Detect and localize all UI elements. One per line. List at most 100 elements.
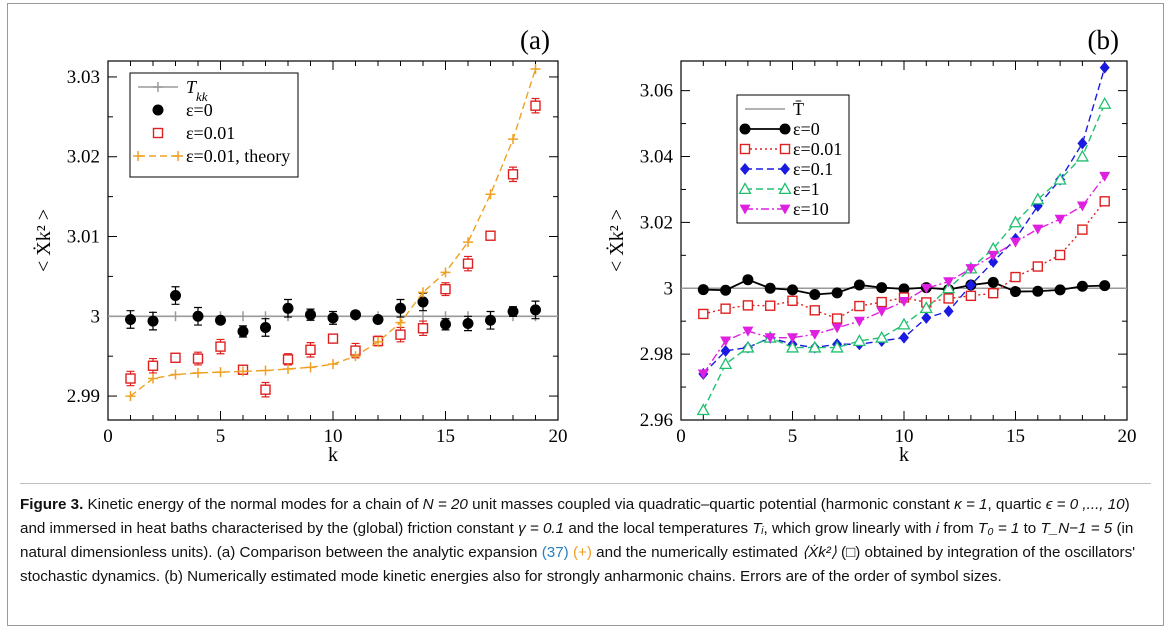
data-point xyxy=(898,283,910,295)
legend-marker xyxy=(153,82,163,92)
y-tick-label: 3.02 xyxy=(640,212,673,233)
data-point xyxy=(987,276,999,288)
y-tick-label: 2.96 xyxy=(640,410,673,431)
data-point xyxy=(1032,224,1044,235)
data-point xyxy=(742,300,754,311)
data-point xyxy=(530,100,541,111)
legend-entry: T̄ xyxy=(745,99,804,119)
data-point xyxy=(485,230,496,241)
data-point xyxy=(919,301,933,314)
data-point xyxy=(305,309,316,321)
data-point xyxy=(720,303,731,314)
data-point xyxy=(327,312,339,324)
data-point xyxy=(1010,286,1021,298)
legend-label: ε=0.01, theory xyxy=(186,146,290,166)
legend-label: ε=0 xyxy=(793,119,820,139)
legend-entry: ε=0.01 xyxy=(739,139,842,159)
legend-marker xyxy=(152,104,164,116)
data-point xyxy=(943,305,954,318)
data-point xyxy=(282,354,294,365)
x-axis-label: k xyxy=(899,444,909,466)
data-point xyxy=(215,367,226,378)
legend-marker xyxy=(779,143,791,155)
y-tick-label: 3 xyxy=(664,278,674,299)
data-point xyxy=(260,365,271,376)
data-point xyxy=(193,367,203,378)
data-point xyxy=(988,287,999,299)
data-point xyxy=(809,305,821,316)
x-tick-label: 10 xyxy=(324,426,343,447)
data-point xyxy=(876,296,887,308)
legend-entry: ε=10 xyxy=(739,199,829,219)
data-point xyxy=(350,309,361,321)
data-point xyxy=(328,359,338,370)
data-point xyxy=(215,314,226,326)
legend-label: ε=0.01 xyxy=(186,123,235,143)
legend-marker xyxy=(739,143,751,155)
legend-label: ε=0 xyxy=(186,100,213,120)
legend-marker xyxy=(778,182,792,195)
data-point xyxy=(787,295,798,306)
data-point xyxy=(920,283,932,294)
legend-marker xyxy=(780,163,790,175)
caption-math: ⟨Ẋk²⟩ xyxy=(802,544,837,561)
legend-entry: ε=1 xyxy=(738,179,820,199)
legend-label: T̄ xyxy=(793,99,804,119)
x-tick-label: 0 xyxy=(103,426,113,447)
data-point xyxy=(941,281,956,294)
data-point xyxy=(148,373,158,384)
y-tick-label: 2.98 xyxy=(640,344,673,365)
series-ε=0.01, theory xyxy=(125,63,541,402)
data-point xyxy=(853,279,865,291)
data-point xyxy=(170,369,181,380)
caption-math: i xyxy=(935,520,940,537)
data-point xyxy=(170,290,181,302)
panel-label: (a) xyxy=(520,25,550,55)
data-point xyxy=(1054,214,1066,225)
caption-divider xyxy=(20,483,1151,484)
figure-frame xyxy=(7,3,1164,626)
data-point xyxy=(462,317,474,329)
caption-math: T₀ = 1 xyxy=(977,520,1020,537)
data-point xyxy=(831,313,843,324)
caption-text: ) and immersed in heat baths characteris… xyxy=(20,496,1130,537)
data-point xyxy=(1010,237,1021,248)
equation-reference-link[interactable]: (37) xyxy=(541,544,569,561)
data-point xyxy=(720,284,732,296)
data-point xyxy=(853,316,865,327)
caption-text: and the numerically estimated xyxy=(591,544,803,561)
legend-label: ε=1 xyxy=(793,179,820,199)
data-point xyxy=(440,318,451,330)
caption-math: ϵ = 0 ,..., 10 xyxy=(1045,496,1125,513)
data-point xyxy=(943,293,954,304)
x-tick-label: 15 xyxy=(436,426,455,447)
data-point xyxy=(1054,249,1066,261)
caption-math: κ = 1 xyxy=(954,496,988,513)
data-point xyxy=(418,287,428,298)
y-tick-label: 2.99 xyxy=(67,386,100,407)
data-point xyxy=(440,283,451,295)
data-point xyxy=(1099,280,1111,292)
data-point xyxy=(237,325,249,337)
data-point xyxy=(898,297,910,307)
x-tick-label: 5 xyxy=(788,426,798,447)
data-point xyxy=(260,321,271,333)
data-point xyxy=(787,284,798,296)
y-tick-label: 3.04 xyxy=(640,147,674,168)
legend-marker xyxy=(152,127,164,139)
data-point xyxy=(508,134,518,145)
data-point xyxy=(698,308,709,320)
caption-text: to xyxy=(1019,520,1041,537)
data-point xyxy=(507,169,519,180)
data-point xyxy=(417,296,429,308)
data-point xyxy=(1099,196,1110,207)
data-point xyxy=(787,333,798,344)
data-point xyxy=(238,311,248,322)
figure-caption: Figure 3. Kinetic energy of the normal m… xyxy=(20,493,1151,589)
chart-panel-b: 0 5 10 15 20 2.96 2.98 3 3.02 3.04 3.06 k < Ẋk² > (b)… xyxy=(605,25,1137,466)
data-point xyxy=(418,311,428,322)
series-ε=10 xyxy=(697,171,1111,380)
data-point xyxy=(373,336,383,347)
data-point xyxy=(697,284,709,296)
y-tick-label: 3.03 xyxy=(67,67,100,88)
